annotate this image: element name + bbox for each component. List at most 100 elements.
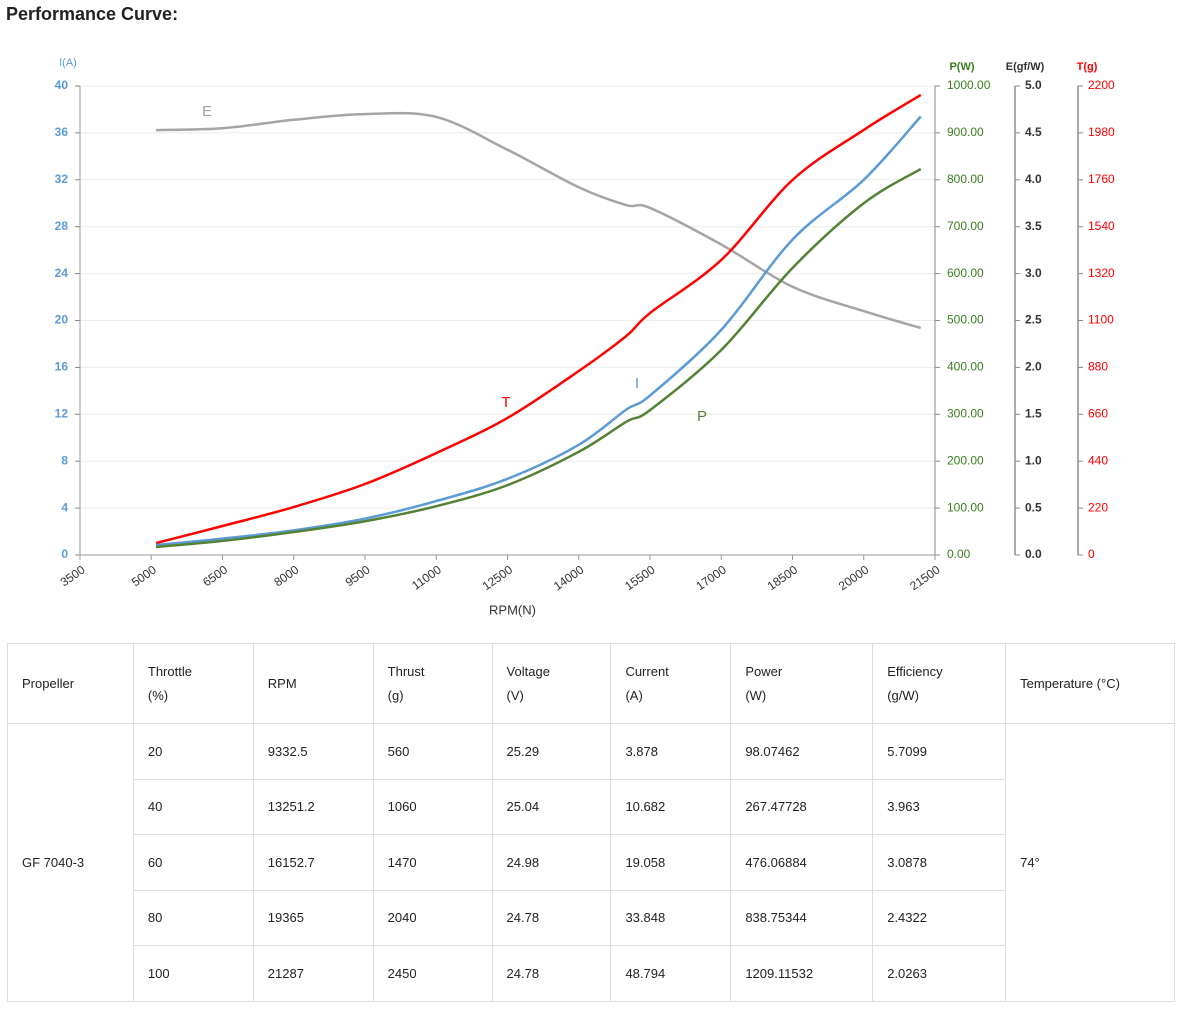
heading: Performance Curve: <box>6 4 179 24</box>
y-tick-label: 0 <box>61 547 68 561</box>
header-cell: Propeller <box>7 643 134 724</box>
table-cell: 19.058 <box>610 834 732 891</box>
table-row: 80 19365 2040 24.78 33.848 838.75344 2.4322 <box>8 889 1175 946</box>
table-cell: 60 <box>132 834 254 891</box>
header-cell: Thrust (g) <box>372 643 493 724</box>
table-cell: 560 <box>372 723 493 780</box>
y-tick-label: 5.0 <box>1025 78 1042 92</box>
header-text: Temperature (°C) <box>1020 675 1120 691</box>
x-tick-label: 18500 <box>765 562 801 593</box>
y-tick-label: 100.00 <box>947 500 984 514</box>
table-cell: 2450 <box>372 945 493 1002</box>
table-cell: 267.47728 <box>730 778 874 835</box>
header-text: (W) <box>745 687 767 703</box>
y-tick-label: 0 <box>1088 547 1095 561</box>
y-tick-label: 1.5 <box>1025 406 1042 420</box>
y-tick-label: 1320 <box>1088 266 1115 280</box>
table-cell: 2.4322 <box>872 889 1007 946</box>
y-tick-label: 300.00 <box>947 406 984 420</box>
y-tick-label: 440 <box>1088 453 1108 467</box>
y-tick-label: 200.00 <box>947 453 984 467</box>
header-text: (g/W) <box>887 687 919 703</box>
header-text: Efficiency <box>887 663 943 679</box>
table-row: GF 7040-3 20 9332.5 560 25.29 3.878 98.07462 5.… <box>7 723 1175 1002</box>
series-label: I <box>635 375 639 392</box>
header-text: (%) <box>147 687 169 703</box>
header-text: Current <box>625 663 669 679</box>
header-cell: Temperature (°C) <box>1005 643 1175 724</box>
y-tick-label: 2.5 <box>1025 313 1042 327</box>
y-tick-label: 1.0 <box>1025 453 1042 467</box>
y-tick-label: 16 <box>55 360 69 374</box>
header-cell: Current (A) <box>610 643 732 724</box>
y-tick-label: 8 <box>61 453 68 467</box>
header-cell: RPM <box>252 643 374 724</box>
y-tick-label: 12 <box>55 406 69 420</box>
y-tick-label: 0.00 <box>947 547 971 561</box>
y-tick-label: 700.00 <box>947 219 984 233</box>
series-line <box>155 115 922 547</box>
data-table: Propeller Throttle (%) RPM Thrust (g) Voltage (… <box>7 643 1175 1002</box>
series-label: P <box>697 408 707 425</box>
table-cell: 33.848 <box>610 889 732 946</box>
x-tick-label: 9500 <box>343 562 373 589</box>
table-cell: 13251.2 <box>252 778 374 835</box>
y-tick-label: 600.00 <box>947 266 984 280</box>
table-cell: 25.29 <box>491 723 612 780</box>
y-tick-label: 20 <box>55 313 69 327</box>
y-tick-label: 3.5 <box>1025 219 1042 233</box>
header-text: (g) <box>387 687 404 703</box>
x-tick-label: 6500 <box>200 562 230 589</box>
chart: I(A)0481216202428323640P(W)0.00100.00200… <box>55 57 1115 618</box>
table-cell: 16152.7 <box>252 834 374 891</box>
y-tick-label: 4.0 <box>1025 172 1042 186</box>
x-tick-label: 12500 <box>480 562 516 593</box>
y-tick-label: 1540 <box>1088 219 1115 233</box>
header-cell: Efficiency (g/W) <box>872 643 1007 724</box>
table-row: 40 13251.2 1060 25.04 10.682 267.47728 3.963 <box>8 778 1175 835</box>
table-cell: 9332.5 <box>252 723 374 780</box>
table-cell: 838.75344 <box>730 889 874 946</box>
propeller-cell: GF 7040-3 <box>7 723 134 1002</box>
y-tick-label: 2200 <box>1088 78 1115 92</box>
table-cell: 3.963 <box>872 778 1007 835</box>
table-cell: 19365 <box>252 889 374 946</box>
table-cell: 20 <box>132 723 254 780</box>
y-tick-label: 1000.00 <box>947 78 991 92</box>
series-line <box>155 167 922 549</box>
table-cell: 476.06884 <box>730 834 874 891</box>
table-cell: 5.7099 <box>872 723 1007 780</box>
x-tick-label: 8000 <box>271 562 301 589</box>
x-axis-title: RPM(N) <box>489 602 536 617</box>
y-tick-label: 2.0 <box>1025 360 1042 374</box>
y-tick-label: 400.00 <box>947 360 984 374</box>
series-label: E <box>202 103 212 120</box>
y-tick-label: 1980 <box>1088 125 1115 139</box>
header-text: (V) <box>506 687 524 703</box>
header-text: Voltage <box>506 663 550 679</box>
x-tick-label: 11000 <box>409 562 444 592</box>
table-row: 100 21287 2450 24.78 48.794 1209.11532 2.0263 <box>8 945 1175 1002</box>
x-tick-label: 20000 <box>836 562 872 593</box>
y-tick-label: 500.00 <box>947 313 984 327</box>
x-tick-label: 17000 <box>693 562 729 593</box>
y-tick-label: 4 <box>61 500 68 514</box>
y-tick-label: 36 <box>55 125 69 139</box>
table-cell: 10.682 <box>610 778 732 835</box>
y-tick-label: 40 <box>55 78 69 92</box>
x-tick-label: 14000 <box>551 562 587 593</box>
header-cell: Throttle (%) <box>132 643 254 724</box>
table-cell: 1060 <box>372 778 493 835</box>
y-tick-label: 1760 <box>1088 172 1115 186</box>
y-tick-label: 28 <box>55 219 69 233</box>
y-axis-title: E(gf/W) <box>1006 61 1045 73</box>
header-text: (A) <box>625 687 643 703</box>
y-tick-label: 800.00 <box>947 172 984 186</box>
y-tick-label: 32 <box>55 172 69 186</box>
y-tick-label: 24 <box>55 266 69 280</box>
table-cell: 21287 <box>252 945 374 1002</box>
table-cell: 3.878 <box>610 723 732 780</box>
series-line <box>155 93 922 545</box>
y-tick-label: 3.0 <box>1025 266 1042 280</box>
